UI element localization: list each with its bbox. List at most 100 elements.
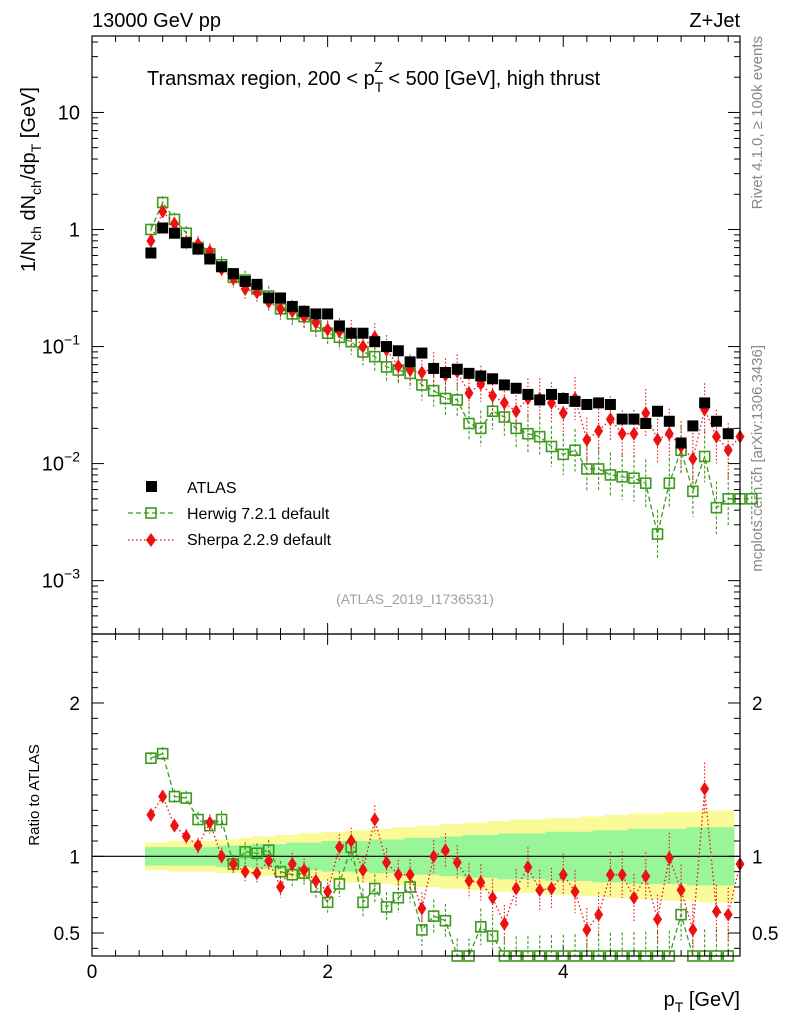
ratio-sherpa-point <box>605 867 615 882</box>
herwig-point <box>592 463 605 475</box>
header-process: Z+Jet <box>689 10 740 32</box>
ratio-herwig-point <box>439 914 452 927</box>
ratio-herwig-point <box>675 908 687 921</box>
x-tick-label: 0 <box>87 962 98 983</box>
atlas-point <box>593 397 605 409</box>
ratio-sherpa-point <box>417 901 427 916</box>
sherpa-point <box>499 395 509 410</box>
ratio-sherpa-point <box>252 866 262 881</box>
ratio-herwig-point <box>427 910 440 922</box>
atlas-point <box>369 336 381 348</box>
sherpa-point <box>393 359 403 374</box>
ratio-herwig-point <box>180 792 193 804</box>
ratio-sherpa-point <box>653 912 663 927</box>
ratio-sherpa-point <box>264 853 274 868</box>
y-tick-label: 10−3 <box>42 566 80 593</box>
sherpa-point <box>464 386 474 401</box>
ratio-y-tick-label-right: 1 <box>752 847 763 868</box>
ratio-sherpa-point <box>511 881 521 896</box>
ratio-sherpa-point <box>523 860 533 875</box>
legend-label-atlas: ATLAS <box>187 480 237 497</box>
atlas-point <box>439 367 451 379</box>
ratio-sherpa-point <box>700 781 710 796</box>
atlas-point <box>475 370 487 382</box>
sherpa-point <box>605 412 615 427</box>
sherpa-point <box>323 322 333 337</box>
sherpa-point <box>511 404 521 419</box>
ratio-sherpa-point <box>440 843 450 858</box>
ratio-sherpa-point <box>370 812 380 827</box>
atlas-point <box>534 394 546 406</box>
atlas-point <box>357 327 369 339</box>
herwig-point <box>510 422 522 435</box>
herwig-line <box>150 201 752 535</box>
y-tick-base: 10 <box>42 337 64 359</box>
ratio-sherpa-point <box>594 907 604 922</box>
xlabel-part-b: [GeV] <box>683 989 740 1011</box>
ratio-sherpa-point <box>488 890 498 905</box>
ratio-herwig-point <box>474 921 487 933</box>
atlas-point <box>216 261 228 273</box>
y-tick-exponent: −2 <box>64 449 80 465</box>
atlas-point <box>251 278 263 290</box>
herwig-point <box>474 422 487 435</box>
herwig-point <box>687 485 699 498</box>
ratio-sherpa-point <box>311 873 321 888</box>
legend-marker-atlas <box>146 481 157 492</box>
herwig-point <box>416 379 428 391</box>
atlas-point <box>310 308 322 320</box>
ratio-sherpa-point <box>276 880 286 894</box>
y-tick-base: 10 <box>58 102 80 124</box>
y-tick-label: 1 <box>69 220 80 242</box>
atlas-point <box>663 415 675 427</box>
title-part-a: Transmax region, 200 < p <box>147 68 375 90</box>
ratio-sherpa-point <box>287 857 297 871</box>
ratio-sherpa-point <box>228 857 238 871</box>
ylabel-part-b: dN <box>18 195 40 226</box>
sherpa-point <box>169 216 179 231</box>
ratio-herwig-point <box>251 847 263 860</box>
ratio-y-tick-label-left: 0.5 <box>54 924 80 945</box>
ratio-herwig-point <box>192 813 204 826</box>
ylabel-part-s3: T <box>28 143 44 152</box>
legend-marker-herwig <box>145 507 157 519</box>
herwig-point <box>616 471 628 483</box>
ratio-sherpa-point <box>358 863 368 878</box>
ratio-sherpa-point <box>570 884 580 899</box>
herwig-point <box>581 463 593 475</box>
atlas-point <box>487 373 499 385</box>
atlas-point <box>145 247 157 259</box>
ratio-herwig-point <box>357 896 369 909</box>
sherpa-point <box>558 406 568 421</box>
ratio-sherpa-point <box>676 883 686 898</box>
atlas-point <box>298 305 310 317</box>
atlas-point <box>687 420 699 432</box>
ratio-sherpa-point <box>393 867 403 882</box>
atlas-point <box>333 320 345 332</box>
ratio-sherpa-point <box>688 922 698 937</box>
mcplots-label: mcplots.cern.ch [arXiv:1306.3436] <box>749 345 766 572</box>
ratio-sherpa-point <box>334 840 344 855</box>
ratio-sherpa-point <box>582 922 592 937</box>
atlas-point <box>345 327 357 339</box>
atlas-point <box>392 345 404 357</box>
herwig-point <box>368 350 381 363</box>
atlas-point <box>498 379 510 391</box>
ylabel-part-d: [GeV] <box>18 87 40 144</box>
ratio-sherpa-point <box>429 849 439 864</box>
ratio-ylabel: Ratio to ATLAS <box>26 744 43 845</box>
atlas-point <box>616 413 628 425</box>
atlas-point <box>604 398 616 410</box>
sherpa-point <box>594 423 604 438</box>
atlas-point <box>675 437 687 449</box>
herwig-point <box>722 493 735 505</box>
atlas-point <box>416 347 428 359</box>
y-tick-exponent: −3 <box>64 566 80 582</box>
atlas-point <box>463 367 475 379</box>
herwig-point <box>710 501 723 514</box>
herwig-point <box>451 394 464 406</box>
sherpa-point <box>417 365 427 380</box>
ratio-sherpa-point <box>146 807 156 822</box>
herwig-point <box>380 361 393 373</box>
